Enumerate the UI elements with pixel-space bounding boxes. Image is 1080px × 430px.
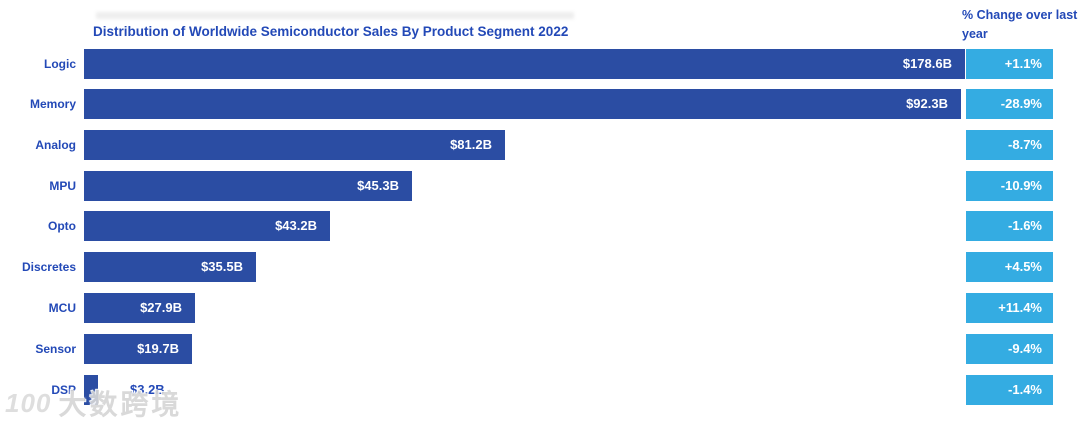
bar-value-label: $43.2B [275,218,317,233]
category-label: Memory [29,97,76,111]
chart-title: Distribution of Worldwide Semiconductor … [93,24,569,39]
change-badge: -8.7% [966,130,1053,160]
bar-value-label: $45.3B [357,178,399,193]
change-badge: -28.9% [966,89,1053,119]
change-badge: +4.5% [966,252,1053,282]
change-badge: -10.9% [966,171,1053,201]
category-label: MCU [48,301,76,315]
bar-value-label: $3.2B [130,382,165,397]
bar: $27.9B [84,293,195,323]
chart-row-sensor: Sensor $19.7B -9.4% [0,334,1080,364]
category-label: DSP [51,383,76,397]
chart-row-memory: Memory $92.3B -28.9% [0,89,1080,119]
category-label: Logic [44,57,76,71]
category-label: Opto [48,219,76,233]
bar [84,375,98,405]
category-label: MPU [49,179,76,193]
bar: $35.5B [84,252,256,282]
change-badge: -1.6% [966,211,1053,241]
change-badge: -1.4% [966,375,1053,405]
bar-value-label: $81.2B [450,137,492,152]
bar: $43.2B [84,211,330,241]
bar-value-label: $19.7B [137,341,179,356]
chart-row-mpu: MPU $45.3B -10.9% [0,171,1080,201]
chart-row-analog: Analog $81.2B -8.7% [0,130,1080,160]
chart-row-discretes: Discretes $35.5B +4.5% [0,252,1080,282]
category-label: Analog [35,138,76,152]
bar: $178.6B [84,49,965,79]
bar-value-label: $27.9B [140,300,182,315]
chart-row-opto: Opto $43.2B -1.6% [0,211,1080,241]
category-label: Sensor [35,342,76,356]
faint-artifact-band [96,12,574,19]
change-badge: +11.4% [966,293,1053,323]
watermark: 100 大数跨境 [5,383,182,423]
bar-value-label: $92.3B [906,96,948,111]
change-badge: +1.1% [966,49,1053,79]
watermark-logo: 100 [5,387,52,418]
change-column-header: % Change over last year [962,8,1078,42]
chart-row-dsp: DSP $3.2B -1.4% [0,375,1080,405]
watermark-text: 大数跨境 [58,389,183,420]
bar: $45.3B [84,171,412,201]
chart-row-mcu: MCU $27.9B +11.4% [0,293,1080,323]
bar-value-label: $178.6B [902,56,952,71]
change-badge: -9.4% [966,334,1053,364]
bar: $19.7B [84,334,192,364]
bar: $81.2B [84,130,505,160]
bar: $92.3B [84,89,961,119]
bar-value-label: $35.5B [201,259,243,274]
chart-row-logic: Logic $178.6B +1.1% [0,49,1080,79]
category-label: Discretes [21,260,76,274]
